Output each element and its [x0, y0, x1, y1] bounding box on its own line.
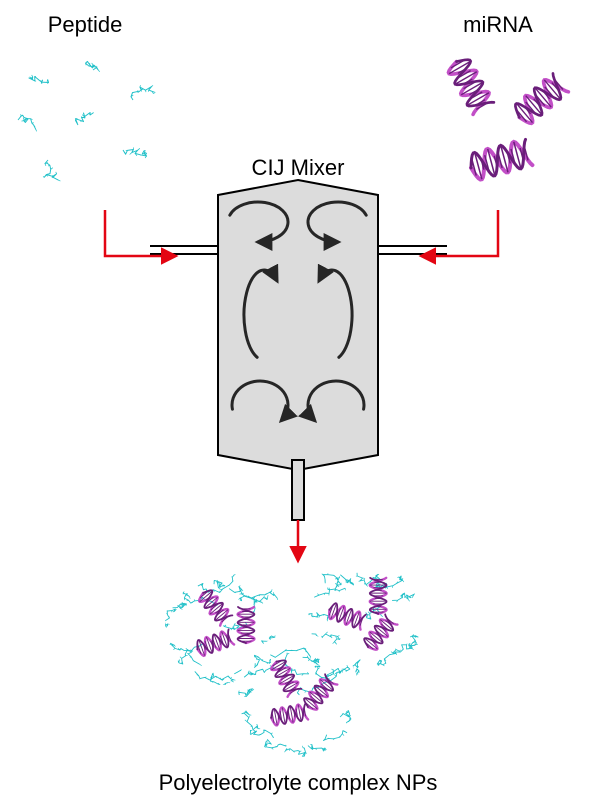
diagram-canvas [0, 0, 597, 800]
mixer-label: CIJ Mixer [252, 155, 345, 181]
mirna-label: miRNA [463, 12, 533, 38]
mirna-cluster [446, 55, 569, 181]
mixer-body [218, 180, 378, 520]
peptide-label: Peptide [48, 12, 123, 38]
nanoparticle-cluster [164, 553, 430, 757]
peptide-cluster [18, 61, 155, 181]
product-label: Polyelectrolyte complex NPs [159, 770, 438, 796]
